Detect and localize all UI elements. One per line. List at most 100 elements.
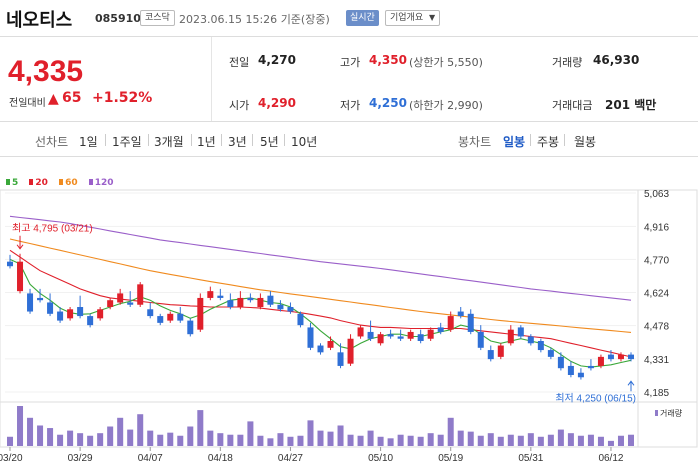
volume-bar [327,431,334,446]
candle-body [587,365,594,369]
chart-frame [0,189,698,448]
y-tick-label: 4,770 [644,255,669,266]
high-arrow-head [16,244,24,250]
candle-body [37,297,44,301]
volume-bar [477,435,484,446]
tab-divider [191,134,192,146]
volume-bar [347,434,354,446]
y-tick-label: 4,624 [644,289,669,300]
volume-bar [37,425,44,446]
x-tick-label: 06/12 [598,453,623,464]
candle-body [387,334,394,337]
candle-body [7,261,14,267]
volume-bar [137,414,144,446]
candle-body [327,341,334,348]
tab-1y[interactable]: 1년 [197,135,216,149]
candle-body [467,313,474,332]
x-tick-label: 05/10 [368,453,393,464]
candle-body [567,365,574,376]
candle-body [577,372,584,378]
volume-value: 46,930 [593,53,640,67]
tab-monthly[interactable]: 월봉 [574,135,597,149]
tab-5y[interactable]: 5년 [260,135,279,149]
tab-divider [252,134,253,146]
candle-body [357,327,364,337]
volume-bar [467,431,474,446]
volume-bar [57,434,64,446]
volume-bar [307,420,314,446]
tab-divider [221,134,222,146]
volume-bar [577,435,584,446]
realtime-button[interactable]: 실시간 [346,10,379,26]
volume-bar [387,438,394,446]
volume-bar [147,430,154,446]
low-value: 4,250 [369,96,407,110]
quote-datetime: 2023.06.15 15:26 기준(장중) [179,11,330,27]
volume-bar [497,436,504,446]
volume-bar [627,434,634,446]
volume-bar [317,430,324,446]
tab-daily[interactable]: 일봉 [503,135,526,149]
volume-bar [537,436,544,446]
x-tick-label: 04/27 [278,453,303,464]
candle-body [557,356,564,369]
candle-body [107,300,114,308]
candle-body [157,316,164,323]
volume-bar [127,429,134,446]
volume-bar [207,430,214,446]
candle-body [247,297,254,301]
volume-bar [447,417,454,446]
candle-body [167,313,174,321]
high-label: 고가 [340,56,361,69]
low-label: 저가 [340,99,361,112]
volume-bar [487,433,494,446]
tab-weekly[interactable]: 주봉 [537,135,560,149]
volume-bar [167,432,174,446]
tab-1d[interactable]: 1일 [79,135,98,149]
volume-bar [397,434,404,446]
volume-bar [227,434,234,446]
change-percent: +1.52% [92,90,153,106]
candle-body [417,334,424,342]
candle-body [527,336,534,344]
volume-bar [257,435,264,446]
volume-bar [297,435,304,446]
candle-body [17,261,24,292]
candle-body [517,327,524,337]
candle-body [187,320,194,335]
tab-3y[interactable]: 3년 [228,135,247,149]
open-value: 4,290 [258,96,296,110]
x-tick-label: 04/07 [138,453,163,464]
status-text: 기준(장중) [280,13,330,26]
candle-body [97,309,104,319]
volume-bar [87,435,94,446]
current-price: 4,335 [8,55,84,88]
tab-10y[interactable]: 10년 [291,135,318,149]
high-value: 4,350 [369,53,407,67]
volume-bar [67,430,74,446]
volume-bar [547,434,554,446]
volume-bar [507,434,514,446]
open-label: 시가 [229,99,250,112]
candle-body [217,295,224,298]
volume-bar [607,440,614,446]
candle-body [347,338,354,364]
company-overview-button[interactable]: 기업개요 ▼ [385,10,441,26]
volume-bar [617,435,624,446]
volume-bar [157,434,164,446]
volume-bar [277,433,284,446]
tab-1w[interactable]: 1주일 [112,135,142,149]
candle-body [287,307,294,312]
tab-3m[interactable]: 3개월 [154,135,184,149]
candle-body [547,350,554,357]
up-arrow-icon: ▲ [48,91,59,107]
candle-body [597,356,604,366]
candle-body [627,354,634,360]
candle-body [147,309,154,317]
volume-bar [557,429,564,446]
candle-body [437,327,444,332]
candle-body [267,295,274,305]
low-annotation: 최저 4,250 (06/15) [555,392,636,404]
volume-bar [527,433,534,446]
